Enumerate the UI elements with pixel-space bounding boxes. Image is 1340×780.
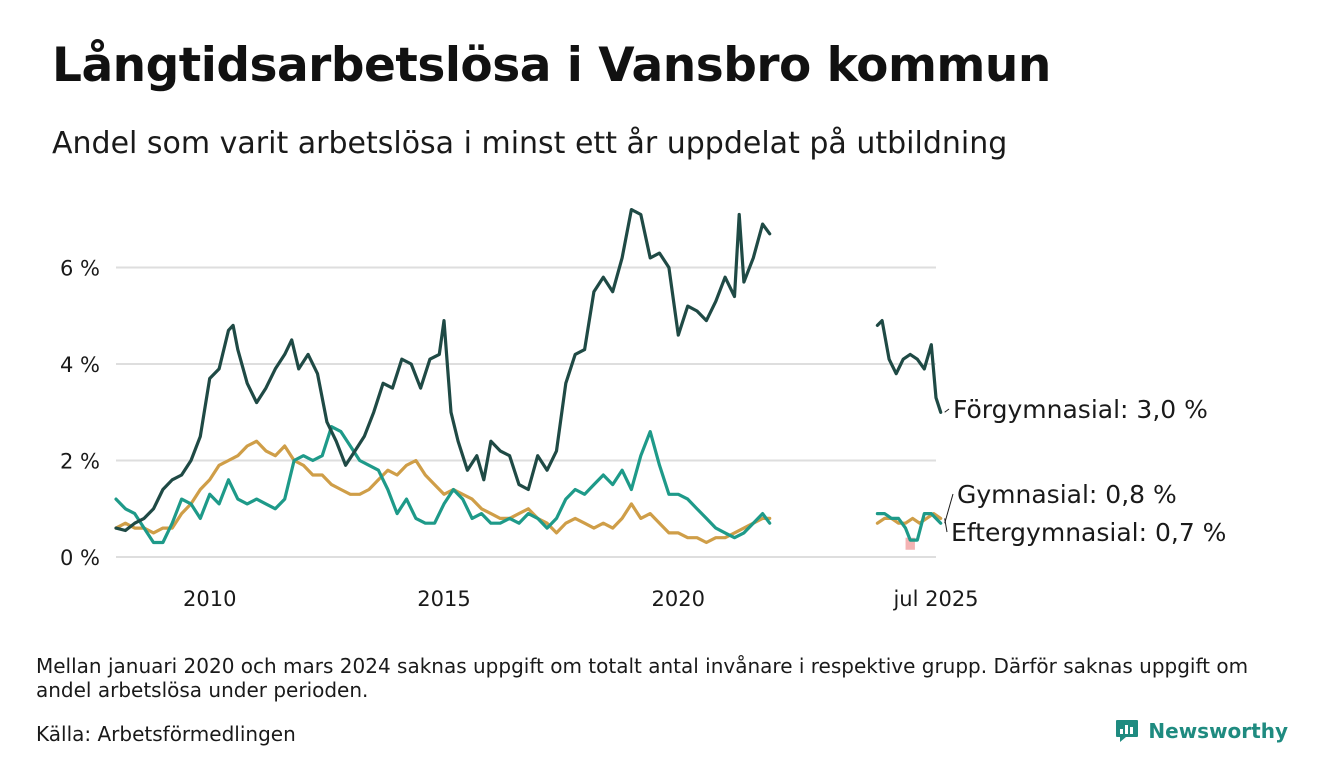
series-lines [114, 208, 943, 545]
series-line-gymnasial [875, 512, 943, 542]
y-tick-label: 6 % [60, 257, 100, 281]
newsworthy-logo-icon [1116, 720, 1139, 742]
brand-name: Newsworthy [1148, 719, 1288, 743]
highlight-layer [905, 537, 915, 550]
x-tick-label: 2015 [417, 587, 470, 611]
series-line-eftergymnasial [114, 439, 772, 545]
label-connector [944, 408, 950, 413]
highlight-mark [905, 537, 915, 550]
chart-title: Långtidsarbetslösa i Vansbro kommun [52, 38, 1051, 93]
chart-subtitle: Andel som varit arbetslösa i minst ett å… [52, 126, 1008, 161]
brand-logo[interactable]: Newsworthy [1114, 718, 1288, 744]
x-axis-ticks: 2010 2015 2020 jul 2025 [183, 587, 979, 611]
footnote: Mellan januari 2020 och mars 2024 saknas… [36, 654, 1249, 702]
line-chart: 0 % 2 % 4 % 6 % 2010 2015 2020 jul 2025 Förgym… [60, 208, 1226, 611]
x-tick-label: 2020 [652, 587, 705, 611]
series-end-label: Eftergymnasial: 0,7 % [951, 518, 1226, 547]
label-connector [944, 493, 954, 524]
y-tick-label: 2 % [60, 450, 100, 474]
x-tick-label: jul 2025 [892, 587, 978, 611]
series-line-förgymnasial [114, 208, 772, 533]
label-connector [944, 518, 948, 533]
source-note: Källa: Arbetsförmedlingen [36, 722, 296, 746]
x-tick-label: 2010 [183, 587, 236, 611]
y-tick-label: 4 % [60, 353, 100, 377]
series-end-label: Gymnasial: 0,8 % [957, 480, 1177, 509]
y-axis-ticks: 0 % 2 % 4 % 6 % [60, 257, 100, 570]
series-line-gymnasial [114, 425, 772, 545]
series-line-eftergymnasial [875, 512, 943, 525]
series-line-förgymnasial [875, 319, 943, 414]
series-end-labels: Förgymnasial: 3,0 % Gymnasial: 0,8 % Efter… [944, 395, 1226, 547]
gridlines [116, 266, 936, 558]
series-end-label: Förgymnasial: 3,0 % [953, 395, 1208, 424]
y-tick-label: 0 % [60, 546, 100, 570]
